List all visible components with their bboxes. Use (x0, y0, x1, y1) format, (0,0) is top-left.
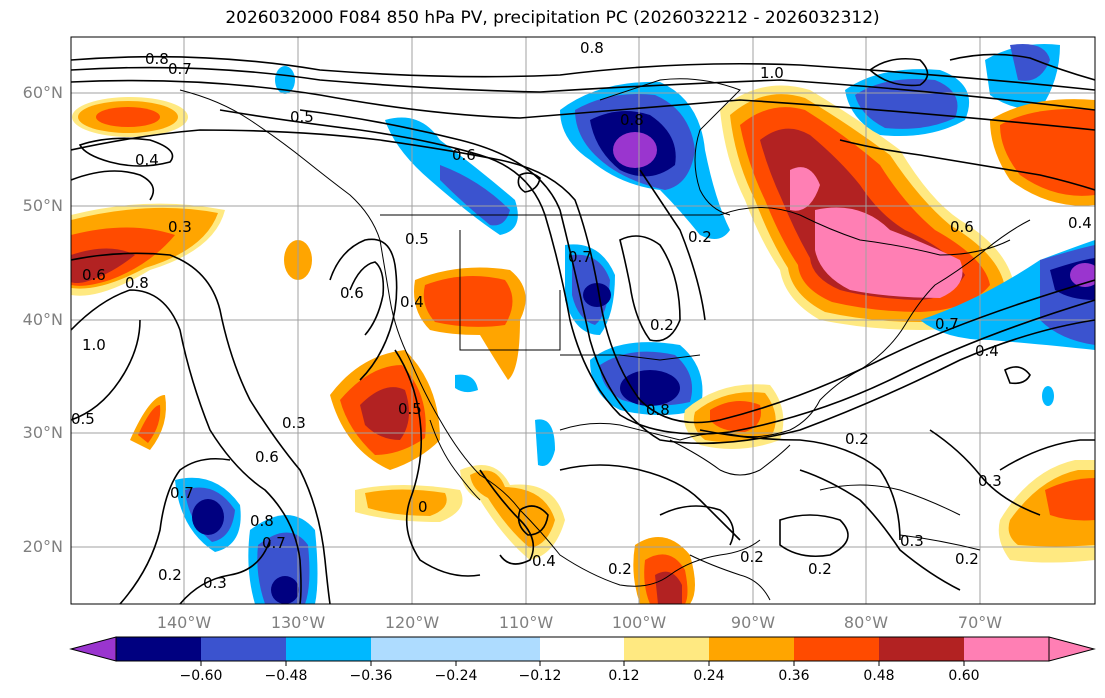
contour-label: 0.2 (608, 560, 632, 578)
contour-label: 0.7 (262, 534, 286, 552)
colorbar (69, 636, 1096, 666)
colorbar-bin (371, 637, 456, 661)
map-title: 2026032000 F084 850 hPa PV, precipitatio… (225, 8, 880, 28)
contour-label: 0.4 (532, 552, 556, 570)
contour-label: 0.6 (340, 284, 364, 302)
contour-label: 0.5 (405, 230, 429, 248)
colorbar-bin (540, 637, 624, 661)
contour-label: 0.7 (168, 60, 192, 78)
contour-label: 0.8 (580, 39, 604, 57)
contour-label: 0.8 (145, 50, 169, 68)
contour-label: 0.2 (740, 548, 764, 566)
lon-label: 140°W (156, 613, 212, 632)
contour-label: 0.7 (170, 484, 194, 502)
contour-label: 0.8 (125, 274, 149, 292)
lat-label: 30°N (22, 423, 63, 442)
colorbar-bin (201, 637, 286, 661)
colorbar-tick-label: −0.60 (179, 668, 223, 684)
lat-label: 60°N (22, 83, 63, 102)
colorbar-tick-label: −0.12 (518, 668, 562, 684)
contour-label: 0.4 (1068, 214, 1092, 232)
pv-contours (71, 53, 1095, 604)
contour-label: 0.4 (400, 293, 424, 311)
contour-label: 0.3 (168, 218, 192, 236)
colorbar-extend-high (1048, 636, 1096, 662)
lat-label: 50°N (22, 196, 63, 215)
contour-label: 0.7 (568, 248, 592, 266)
lat-label: 40°N (22, 310, 63, 329)
contour-label: 0.4 (135, 151, 159, 169)
lon-label: 100°W (611, 613, 667, 632)
contour-label: 0 (418, 498, 428, 516)
contour-label: 1.0 (82, 336, 106, 354)
coastlines (179, 78, 1031, 601)
contour-label: 0.8 (620, 111, 644, 129)
map-area: 0.8 0.7 0.8 1.0 0.5 0.4 0.6 0.3 0.6 0.8 … (71, 37, 1095, 604)
colorbar-tick-label: 0.60 (948, 668, 980, 684)
colorbar-bin (286, 637, 371, 661)
colorbar-tick-label: 0.24 (693, 668, 725, 684)
lon-label: 70°W (957, 613, 1003, 632)
colorbar-tick-label: −0.24 (434, 668, 478, 684)
contour-label: 0.6 (255, 448, 279, 466)
colorbar-tick-label: −0.48 (264, 668, 308, 684)
contour-label: 0.6 (452, 146, 476, 164)
colorbar-tick-label: 0.12 (608, 668, 640, 684)
contour-label: 0.6 (82, 266, 106, 284)
colorbar-extend-low (69, 636, 117, 662)
colorbar-bin (456, 637, 540, 661)
contour-label: 0.4 (975, 342, 999, 360)
contour-label: 0.5 (71, 410, 95, 428)
lon-label: 80°W (843, 613, 889, 632)
contour-label: 0.2 (688, 228, 712, 246)
colorbar-bin (624, 637, 709, 661)
contour-label: 0.8 (250, 512, 274, 530)
contour-label: 0.2 (845, 430, 869, 448)
contour-label: 0.7 (935, 315, 959, 333)
lon-label: 110°W (498, 613, 554, 632)
contour-label: 0.3 (978, 472, 1002, 490)
contour-label: 0.2 (650, 316, 674, 334)
contour-label: 0.3 (900, 532, 924, 550)
lon-label: 130°W (270, 613, 326, 632)
contour-label: 0.5 (398, 400, 422, 418)
colorbar-bin (116, 637, 201, 661)
contour-label: 0.5 (290, 108, 314, 126)
lon-label: 90°W (730, 613, 776, 632)
colorbar-tick-label: −0.36 (349, 668, 393, 684)
contour-label: 0.3 (282, 414, 306, 432)
colorbar-bin (709, 637, 794, 661)
contour-label: 0.2 (158, 566, 182, 584)
colorbar-bin (794, 637, 879, 661)
colorbar-tick-label: 0.48 (863, 668, 895, 684)
colorbar-bin (879, 637, 964, 661)
contour-label: 0.6 (950, 218, 974, 236)
lat-label: 20°N (22, 537, 63, 556)
contour-label: 1.0 (760, 64, 784, 82)
contour-label: 0.2 (808, 560, 832, 578)
lon-label: 120°W (384, 613, 440, 632)
colorbar-bin (964, 637, 1049, 661)
contour-label: 0.2 (955, 550, 979, 568)
contour-label: 0.8 (646, 401, 670, 419)
colorbar-tick-label: 0.36 (778, 668, 810, 684)
contour-labels: 0.8 0.7 0.8 1.0 0.5 0.4 0.6 0.3 0.6 0.8 … (71, 39, 1092, 592)
map-frame (70, 36, 1096, 605)
contour-label: 0.3 (203, 574, 227, 592)
